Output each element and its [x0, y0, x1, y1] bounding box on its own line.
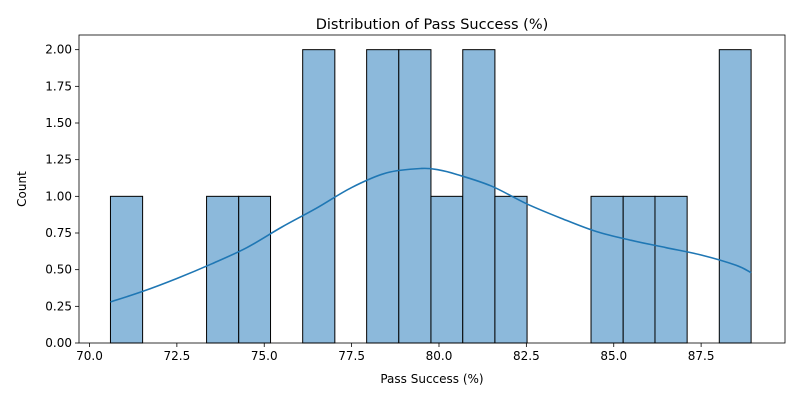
histogram-bar-8: [366, 49, 400, 344]
x-tick-label: 77.5: [338, 349, 365, 363]
y-axis-ticks: 0.00 0.25 0.50 0.75 1.00 1.25 1.50 1.75 2.00: [45, 43, 79, 350]
histogram-bar-12: [494, 195, 528, 344]
histogram-bar-4: [238, 195, 272, 344]
histogram-bar-3: [206, 195, 240, 344]
histogram-bar-16: [622, 195, 656, 344]
histogram-bar-17: [654, 195, 688, 344]
kde-line: [110, 167, 752, 303]
x-axis-label: Pass Success (%): [380, 372, 483, 386]
y-axis-label: Count: [15, 171, 29, 207]
y-tick-label: 0.00: [45, 336, 72, 350]
axes-frame: [78, 34, 786, 344]
histogram-bars: [109, 49, 752, 344]
histogram-bar-10: [430, 195, 464, 344]
y-tick-label: 2.00: [45, 43, 72, 57]
histogram-bar-19: [718, 49, 752, 344]
x-tick-label: 85.0: [600, 349, 627, 363]
y-tick-label: 1.00: [45, 189, 72, 203]
x-tick-label: 72.5: [164, 349, 191, 363]
y-tick-label: 1.75: [45, 79, 72, 93]
histogram-bar-15: [590, 195, 624, 344]
chart-title: Distribution of Pass Success (%): [316, 17, 549, 33]
x-tick-label: 70.0: [76, 349, 103, 363]
y-tick-label: 0.25: [45, 299, 72, 313]
y-tick-label: 1.50: [45, 116, 72, 130]
x-tick-label: 80.0: [426, 349, 453, 363]
histogram-bar-11: [462, 49, 496, 344]
x-tick-label: 75.0: [251, 349, 278, 363]
y-tick-label: 0.50: [45, 263, 72, 277]
x-tick-label: 82.5: [513, 349, 540, 363]
histogram-bar-6: [302, 49, 336, 344]
x-tick-label: 87.5: [688, 349, 715, 363]
y-tick-label: 0.75: [45, 226, 72, 240]
histogram-bar-9: [398, 49, 432, 344]
histogram-bar-0: [109, 195, 144, 344]
x-axis-ticks: 70.0 72.5 75.0 77.5 80.0 82.5 85.0 87.5: [76, 343, 714, 363]
y-tick-label: 1.25: [45, 153, 72, 167]
